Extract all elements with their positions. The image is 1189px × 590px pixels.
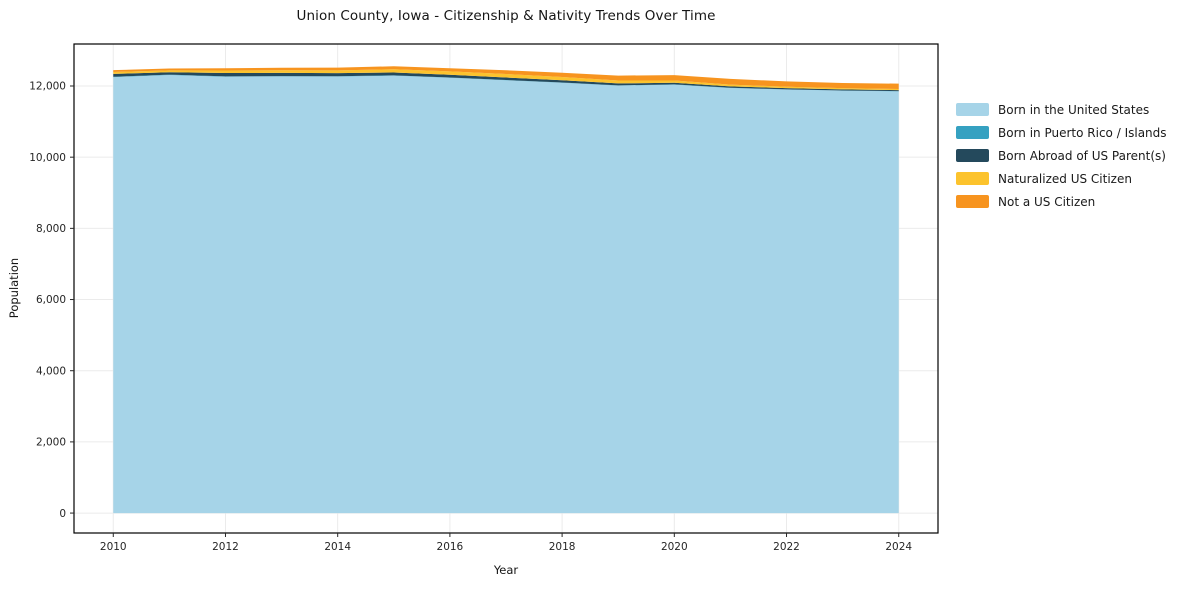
x-tick-label: 2016 bbox=[437, 541, 464, 553]
legend-swatch bbox=[956, 195, 989, 208]
x-tick-label: 2022 bbox=[773, 541, 800, 553]
legend-label: Not a US Citizen bbox=[998, 194, 1096, 209]
area-born-in-the-united-states bbox=[113, 74, 899, 514]
x-tick-label: 2024 bbox=[885, 541, 912, 553]
legend-label: Naturalized US Citizen bbox=[998, 171, 1132, 186]
area-not-a-us-citizen bbox=[113, 66, 899, 90]
y-tick-label: 12,000 bbox=[29, 81, 66, 93]
legend-item: Not a US Citizen bbox=[956, 194, 1167, 209]
x-axis-label: Year bbox=[493, 563, 519, 577]
legend-item: Born in the United States bbox=[956, 102, 1167, 117]
legend-item: Naturalized US Citizen bbox=[956, 171, 1167, 186]
plot-border bbox=[73, 43, 939, 534]
x-tick-label: 2020 bbox=[661, 541, 688, 553]
area-naturalized-us-citizen bbox=[113, 69, 899, 91]
y-tick-label: 4,000 bbox=[36, 365, 66, 377]
legend-label: Born in the United States bbox=[998, 102, 1150, 117]
legend-swatch bbox=[956, 172, 989, 185]
x-tick-label: 2014 bbox=[324, 541, 351, 553]
y-tick-label: 6,000 bbox=[36, 294, 66, 306]
legend-item: Born Abroad of US Parent(s) bbox=[956, 148, 1167, 163]
x-tick-label: 2012 bbox=[212, 541, 239, 553]
area-born-abroad-of-us-parent-s bbox=[113, 72, 899, 92]
legend: Born in the United States Born in Puerto … bbox=[956, 103, 1167, 218]
y-tick-label: 2,000 bbox=[36, 437, 66, 449]
y-tick-label: 10,000 bbox=[29, 152, 66, 164]
y-tick-label: 0 bbox=[59, 508, 66, 520]
chart-title: Union County, Iowa - Citizenship & Nativ… bbox=[296, 8, 716, 24]
legend-swatch bbox=[956, 103, 989, 116]
legend-label: Born Abroad of US Parent(s) bbox=[998, 148, 1166, 163]
x-tick-label: 2018 bbox=[549, 541, 576, 553]
y-tick-label: 8,000 bbox=[36, 223, 66, 235]
x-tick-label: 2010 bbox=[100, 541, 127, 553]
legend-label: Born in Puerto Rico / Islands bbox=[998, 125, 1167, 140]
legend-swatch bbox=[956, 149, 989, 162]
legend-item: Born in Puerto Rico / Islands bbox=[956, 125, 1167, 140]
legend-swatch bbox=[956, 126, 989, 139]
